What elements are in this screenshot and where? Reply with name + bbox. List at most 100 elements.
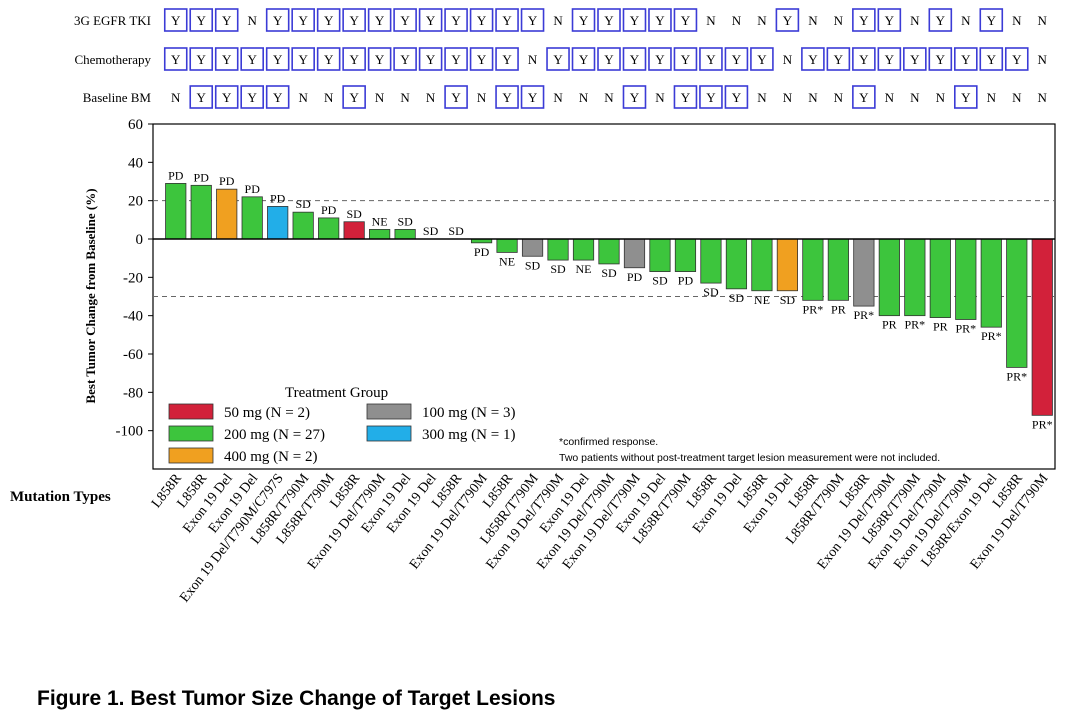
track-box [979, 8, 1004, 32]
track-cell: Y [1012, 52, 1022, 67]
y-tick-label: -80 [123, 385, 143, 401]
track-box [724, 47, 749, 71]
track-cell: N [936, 90, 946, 105]
bar [802, 238, 824, 301]
track-box [953, 47, 978, 71]
track-box [189, 47, 214, 71]
track-cell: Y [528, 13, 538, 28]
track-cell: Y [222, 52, 232, 67]
track-cell: Y [528, 90, 538, 105]
legend-swatch [168, 447, 214, 464]
response-label: SD [397, 214, 413, 228]
track-cell: Y [808, 52, 818, 67]
track-box [877, 47, 902, 71]
response-label: PD [245, 182, 261, 196]
legend: Treatment Group 50 mg (N = 2) 200 mg (N = … [168, 385, 515, 465]
y-tick-label: 0 [136, 232, 144, 248]
track-box [342, 47, 366, 71]
track-box [444, 8, 468, 32]
bar [343, 221, 365, 240]
response-label: PD [678, 274, 694, 288]
track-box [214, 85, 239, 109]
track-box [622, 85, 647, 109]
track-box [673, 8, 698, 32]
track-box [648, 47, 672, 71]
y-tick-label: 40 [128, 155, 143, 171]
track-box [903, 47, 927, 71]
track-cell: N [528, 52, 538, 67]
track-box [418, 47, 443, 71]
bar [827, 238, 849, 301]
track-cell: N [885, 90, 895, 105]
legend-swatch [366, 425, 412, 442]
track-cell: Y [732, 90, 742, 105]
track-box [1004, 47, 1029, 71]
track-box [469, 47, 494, 71]
y-tick-label: -20 [123, 270, 143, 286]
response-label: PR [882, 318, 897, 332]
bar [853, 238, 875, 307]
track-box [444, 47, 468, 71]
track-box [265, 8, 290, 32]
track-cell: Y [961, 90, 971, 105]
track-cell: N [1012, 90, 1022, 105]
track-cell: N [732, 13, 742, 28]
track-cell: Y [681, 13, 691, 28]
track-cell: N [604, 90, 614, 105]
track-label: 3G EGFR TKI [74, 13, 151, 28]
track-box [495, 85, 519, 109]
track-box [291, 47, 315, 71]
track-box [801, 47, 825, 71]
track-box [852, 8, 876, 32]
bar [190, 184, 212, 240]
track-box [546, 47, 570, 71]
track-cell: Y [579, 52, 589, 67]
bar [572, 238, 595, 261]
track-box [367, 47, 392, 71]
track-cell: N [834, 90, 844, 105]
track-box [469, 8, 494, 32]
response-label: SD [601, 266, 617, 280]
track-cell: N [400, 90, 410, 105]
track-cell: Y [706, 52, 716, 67]
track-cell: Y [885, 13, 895, 28]
track-label: Baseline BM [83, 90, 152, 105]
response-label: SD [295, 197, 311, 211]
track-box [418, 8, 443, 32]
track-cell: N [910, 90, 920, 105]
bar [241, 196, 263, 240]
track-cell: Y [502, 90, 512, 105]
bar [369, 229, 391, 240]
track-cell: Y [859, 52, 869, 67]
track-cell: Y [604, 13, 614, 28]
track-box [775, 8, 800, 32]
bar [929, 238, 951, 318]
response-label: SD [729, 291, 745, 305]
track-box [597, 47, 621, 71]
track-cell: Y [987, 13, 997, 28]
response-label: SD [780, 293, 796, 307]
track-box [291, 8, 315, 32]
track-cell: Y [987, 52, 997, 67]
track-cell: Y [349, 13, 359, 28]
track-cell: Y [604, 52, 614, 67]
y-tick-label: 20 [128, 194, 143, 210]
response-label: SD [423, 224, 439, 238]
track-box [342, 85, 366, 109]
track-box [699, 47, 723, 71]
track-cell: Y [630, 52, 640, 67]
track-box [189, 8, 214, 32]
track-cell: Y [426, 13, 436, 28]
bar [674, 238, 697, 272]
track-box [928, 47, 953, 71]
track-box [265, 85, 290, 109]
track-cell: Y [834, 52, 844, 67]
track-cell: Y [502, 13, 512, 28]
track-cell: Y [298, 13, 308, 28]
track-cell: Y [273, 90, 283, 105]
response-label: PR* [904, 318, 925, 332]
track-cell: Y [936, 13, 946, 28]
legend-swatch [168, 425, 214, 442]
track-cell: Y [579, 13, 589, 28]
